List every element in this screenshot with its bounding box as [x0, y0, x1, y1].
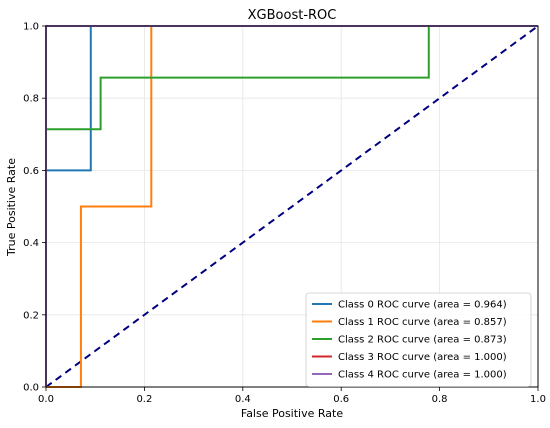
y-tick-label: 0.4: [23, 238, 39, 249]
legend-entry-label: Class 1 ROC curve (area = 0.857): [338, 317, 507, 328]
diagonal-line: [45, 25, 539, 388]
legend-entry-label: Class 2 ROC curve (area = 0.873): [338, 335, 507, 346]
x-ticks: 0.0 0.2 0.4 0.6 0.8 1.0: [38, 387, 546, 405]
y-axis-title: True Positive Rate: [5, 158, 18, 257]
legend-entry-label: Class 0 ROC curve (area = 0.964): [338, 300, 507, 311]
x-tick-label: 0.4: [235, 394, 251, 405]
y-tick-label: 0.6: [23, 166, 39, 177]
y-tick-label: 1.0: [23, 22, 39, 33]
x-tick-label: 0.8: [432, 394, 448, 405]
legend-entry-label: Class 3 ROC curve (area = 1.000): [338, 352, 507, 363]
y-ticks: 0.0 0.2 0.4 0.6 0.8 1.0: [23, 22, 46, 394]
x-axis-title: False Positive Rate: [241, 407, 343, 420]
x-tick-label: 0.0: [38, 394, 54, 405]
chart-title: XGBoost-ROC: [248, 8, 337, 23]
x-tick-label: 1.0: [530, 394, 546, 405]
legend: Class 0 ROC curve (area = 0.964) Class 1 …: [305, 292, 532, 387]
diagonal-reference: [45, 25, 539, 388]
x-tick-label: 0.2: [136, 394, 152, 405]
plot-frame: [45, 25, 539, 388]
y-tick-label: 0.2: [23, 310, 39, 321]
x-tick-label: 0.6: [333, 394, 349, 405]
y-tick-label: 0.8: [23, 94, 39, 105]
legend-box: [305, 292, 532, 387]
y-tick-label: 0.0: [23, 383, 39, 394]
legend-entry-label: Class 4 ROC curve (area = 1.000): [338, 370, 507, 381]
